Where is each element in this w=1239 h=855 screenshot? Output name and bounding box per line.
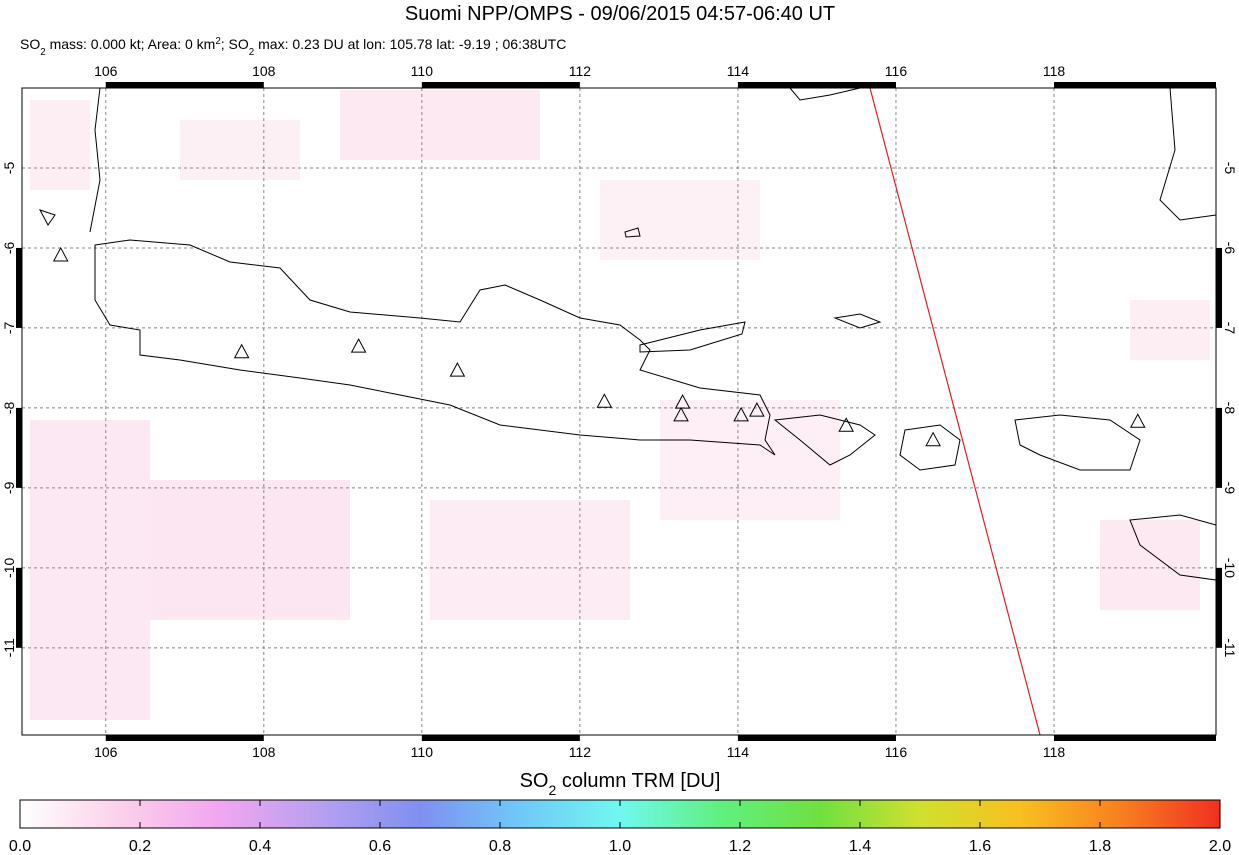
- y-tick-label: -9: [1222, 482, 1238, 495]
- volcano-marker: [1129, 413, 1146, 428]
- y-tick-label: -7: [1222, 322, 1238, 335]
- text-part: 2: [40, 47, 45, 58]
- coastlines: [38, 87, 1217, 581]
- swath-edge: [869, 87, 1041, 736]
- x-tick-label: 116: [885, 744, 908, 760]
- volcano-marker: [673, 406, 689, 422]
- volcano-marker: [733, 406, 749, 422]
- frame-bar: [1054, 82, 1216, 88]
- colorbar-tick-label: 2.0: [1209, 838, 1231, 855]
- frame-bar: [105, 82, 264, 88]
- volcano-marker: [233, 343, 250, 359]
- frame-bar: [1216, 247, 1222, 328]
- x-tick-label: 112: [569, 63, 592, 79]
- colorbar-tick-label: 0.8: [489, 838, 511, 855]
- volcano-marker: [925, 431, 941, 447]
- text-part: mass: 0.000 kt; Area: 0 km: [46, 36, 216, 52]
- y-tick-label: -6: [1, 242, 17, 255]
- x-tick-label: 114: [727, 744, 750, 760]
- frame-bar: [16, 567, 22, 648]
- x-tick-label: 108: [252, 63, 276, 79]
- text-part: SO: [520, 770, 549, 792]
- frame-bar: [1216, 407, 1222, 488]
- y-tick-label: -7: [1, 321, 17, 334]
- volcano-marker: [350, 338, 367, 353]
- text-part: ; SO: [221, 36, 249, 52]
- text-part: max: 0.23 DU at lon: 105.78 lat: -9.19 ;…: [254, 36, 566, 52]
- frame-bar: [1054, 735, 1216, 741]
- x-tick-label: 110: [411, 63, 434, 79]
- frame-bar: [421, 735, 580, 741]
- x-tick-label: 116: [885, 63, 908, 79]
- y-tick-label: -10: [1, 558, 17, 578]
- colorbar-tick-label: 0.6: [369, 838, 391, 855]
- x-tick-label: 114: [727, 63, 750, 79]
- x-tick-label: 118: [1043, 63, 1066, 79]
- text-part: column TRM [DU]: [556, 770, 720, 792]
- colorbar-tick-label: 0.0: [9, 838, 31, 855]
- colorbar-tick-label: 1.4: [849, 838, 871, 855]
- so2-patches: [30, 90, 1210, 720]
- text-part: 2: [249, 47, 254, 58]
- frame-bar: [16, 247, 22, 328]
- text-part: SO: [20, 36, 40, 52]
- volcano-marker: [674, 394, 691, 409]
- colorbar-tick-label: 1.2: [729, 838, 751, 855]
- y-tick-label: -5: [1, 162, 17, 175]
- text-part: 2: [549, 782, 557, 798]
- text-part: 2: [215, 36, 220, 47]
- x-tick-label: 112: [569, 744, 592, 760]
- subtitle: SO2 mass: 0.000 kt; Area: 0 km2; SO2 max…: [20, 36, 566, 58]
- volcano-marker: [52, 246, 69, 262]
- volcano-marker: [749, 402, 765, 417]
- x-tick-label: 108: [252, 744, 276, 760]
- chart-title: Suomi NPP/OMPS - 09/06/2015 04:57-06:40 …: [405, 3, 835, 25]
- frame-bar: [737, 82, 896, 88]
- frame-bar: [421, 82, 580, 88]
- frame-bar: [105, 735, 264, 741]
- colorbar-tick-label: 1.8: [1089, 838, 1111, 855]
- y-tick-label: -8: [1, 401, 17, 414]
- y-tick-label: -11: [1222, 638, 1238, 657]
- colorbar-title: SO2 column TRM [DU]: [520, 770, 721, 798]
- colorbar-tick-label: 1.0: [609, 838, 631, 855]
- frame-bar: [16, 407, 22, 488]
- volcano-marker: [449, 362, 466, 377]
- colorbar-tick-label: 1.6: [969, 838, 991, 855]
- y-tick-label: -8: [1222, 402, 1238, 415]
- frame-bar: [1216, 567, 1222, 648]
- y-tick-label: -11: [1, 638, 17, 657]
- volcano-marker: [838, 417, 855, 432]
- y-tick-label: -6: [1222, 242, 1238, 255]
- x-tick-label: 106: [94, 63, 118, 79]
- volcano-marker: [596, 393, 613, 408]
- x-tick-label: 118: [1043, 744, 1066, 760]
- colorbar-tick-label: 0.4: [249, 838, 271, 855]
- y-tick-label: -9: [1, 481, 17, 494]
- y-tick-label: -10: [1222, 558, 1238, 578]
- y-tick-label: -5: [1222, 162, 1238, 175]
- x-tick-label: 106: [94, 744, 118, 760]
- frame-bar: [737, 735, 896, 741]
- x-tick-label: 110: [411, 744, 434, 760]
- colorbar-tick-label: 0.2: [129, 838, 151, 855]
